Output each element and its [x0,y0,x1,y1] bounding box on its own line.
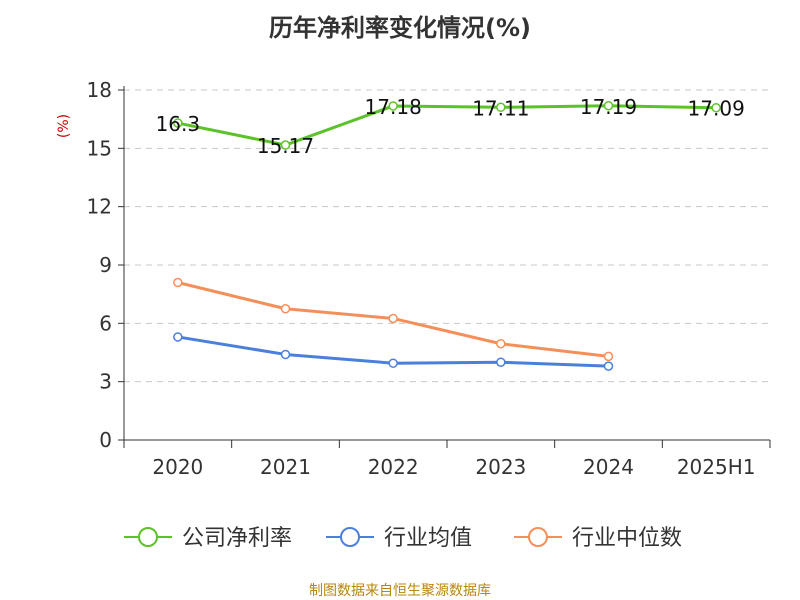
legend: 公司净利率 行业均值 行业中位数 [124,526,682,551]
x-tick-labels: 2020 2021 2022 2023 2024 2025H1 [152,455,755,479]
legend-label: 行业均值 [384,526,472,551]
legend-label: 行业中位数 [572,526,682,551]
legend-marker [528,527,548,547]
series-points [173,101,721,371]
data-point [173,332,183,342]
data-point [388,358,398,368]
y-tick-label: 18 [87,78,112,102]
y-axis-unit: (%) [56,114,72,138]
source-note: 制图数据来自恒生聚源数据库 [309,583,491,599]
data-label: 17.18 [365,95,422,119]
data-point [496,357,506,367]
data-label: 15.17 [257,134,314,158]
y-tick-label: 6 [99,311,112,335]
legend-item: 行业中位数 [514,526,682,551]
legend-marker [340,527,360,547]
data-point [388,313,398,324]
data-label: 17.09 [688,97,745,121]
y-tick-label: 9 [99,253,112,277]
series-line [177,104,717,147]
x-tick-label: 2021 [260,455,311,479]
data-point [388,101,398,111]
legend-item: 行业均值 [326,526,472,551]
y-tick-label: 0 [99,428,112,452]
legend-item: 公司净利率 [124,526,292,551]
data-labels: 16.3 15.17 17.18 17.11 17.19 17.09 [156,95,745,158]
data-point [280,140,291,150]
data-point [280,304,291,314]
axes [118,86,771,448]
data-point [496,339,506,349]
x-tick-label: 2020 [152,455,203,479]
x-tick-label: 2023 [475,455,526,479]
data-point [711,102,721,113]
data-label: 17.19 [580,95,637,119]
y-tick-label: 15 [87,136,112,160]
data-label: 16.3 [156,112,201,136]
x-tick-label: 2022 [368,455,419,479]
data-point [173,118,183,128]
data-label: 17.11 [472,96,529,120]
data-point [173,277,183,288]
data-point [603,101,614,111]
chart-title: 历年净利率变化情况(%) [269,14,531,42]
data-point [496,102,506,113]
y-tick-label: 12 [87,195,112,219]
legend-label: 公司净利率 [182,526,292,551]
y-tick-label: 3 [99,370,112,394]
legend-marker [138,527,158,547]
data-point [603,351,614,362]
x-tick-label: 2025H1 [677,455,756,479]
data-point [280,349,291,360]
x-tick-label: 2024 [583,455,634,479]
y-tick-labels: 0 3 6 9 12 15 18 [87,78,112,452]
data-point [603,361,614,371]
grid-lines [124,89,770,383]
